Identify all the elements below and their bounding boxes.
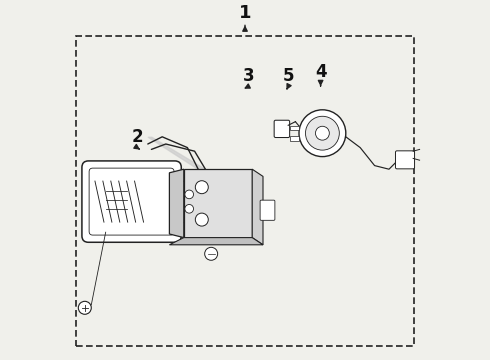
Circle shape <box>196 213 208 226</box>
FancyBboxPatch shape <box>395 151 415 169</box>
Polygon shape <box>252 169 263 245</box>
Bar <box>290 136 299 141</box>
Circle shape <box>316 126 329 140</box>
Bar <box>290 126 299 130</box>
Circle shape <box>185 190 194 199</box>
FancyBboxPatch shape <box>260 200 275 220</box>
Circle shape <box>299 110 346 157</box>
FancyBboxPatch shape <box>274 120 290 138</box>
Text: 2: 2 <box>131 128 143 146</box>
Bar <box>76 36 414 346</box>
FancyBboxPatch shape <box>89 168 174 235</box>
Circle shape <box>205 247 218 260</box>
Bar <box>184 169 252 238</box>
Text: 5: 5 <box>282 67 294 85</box>
Circle shape <box>196 181 208 194</box>
FancyBboxPatch shape <box>82 161 181 242</box>
Text: 1: 1 <box>239 4 251 22</box>
FancyBboxPatch shape <box>170 181 195 222</box>
Circle shape <box>305 116 339 150</box>
Text: 3: 3 <box>243 67 254 85</box>
Circle shape <box>185 204 194 213</box>
Circle shape <box>78 301 91 314</box>
Polygon shape <box>170 169 184 238</box>
Text: 4: 4 <box>315 63 326 81</box>
Polygon shape <box>170 238 263 245</box>
